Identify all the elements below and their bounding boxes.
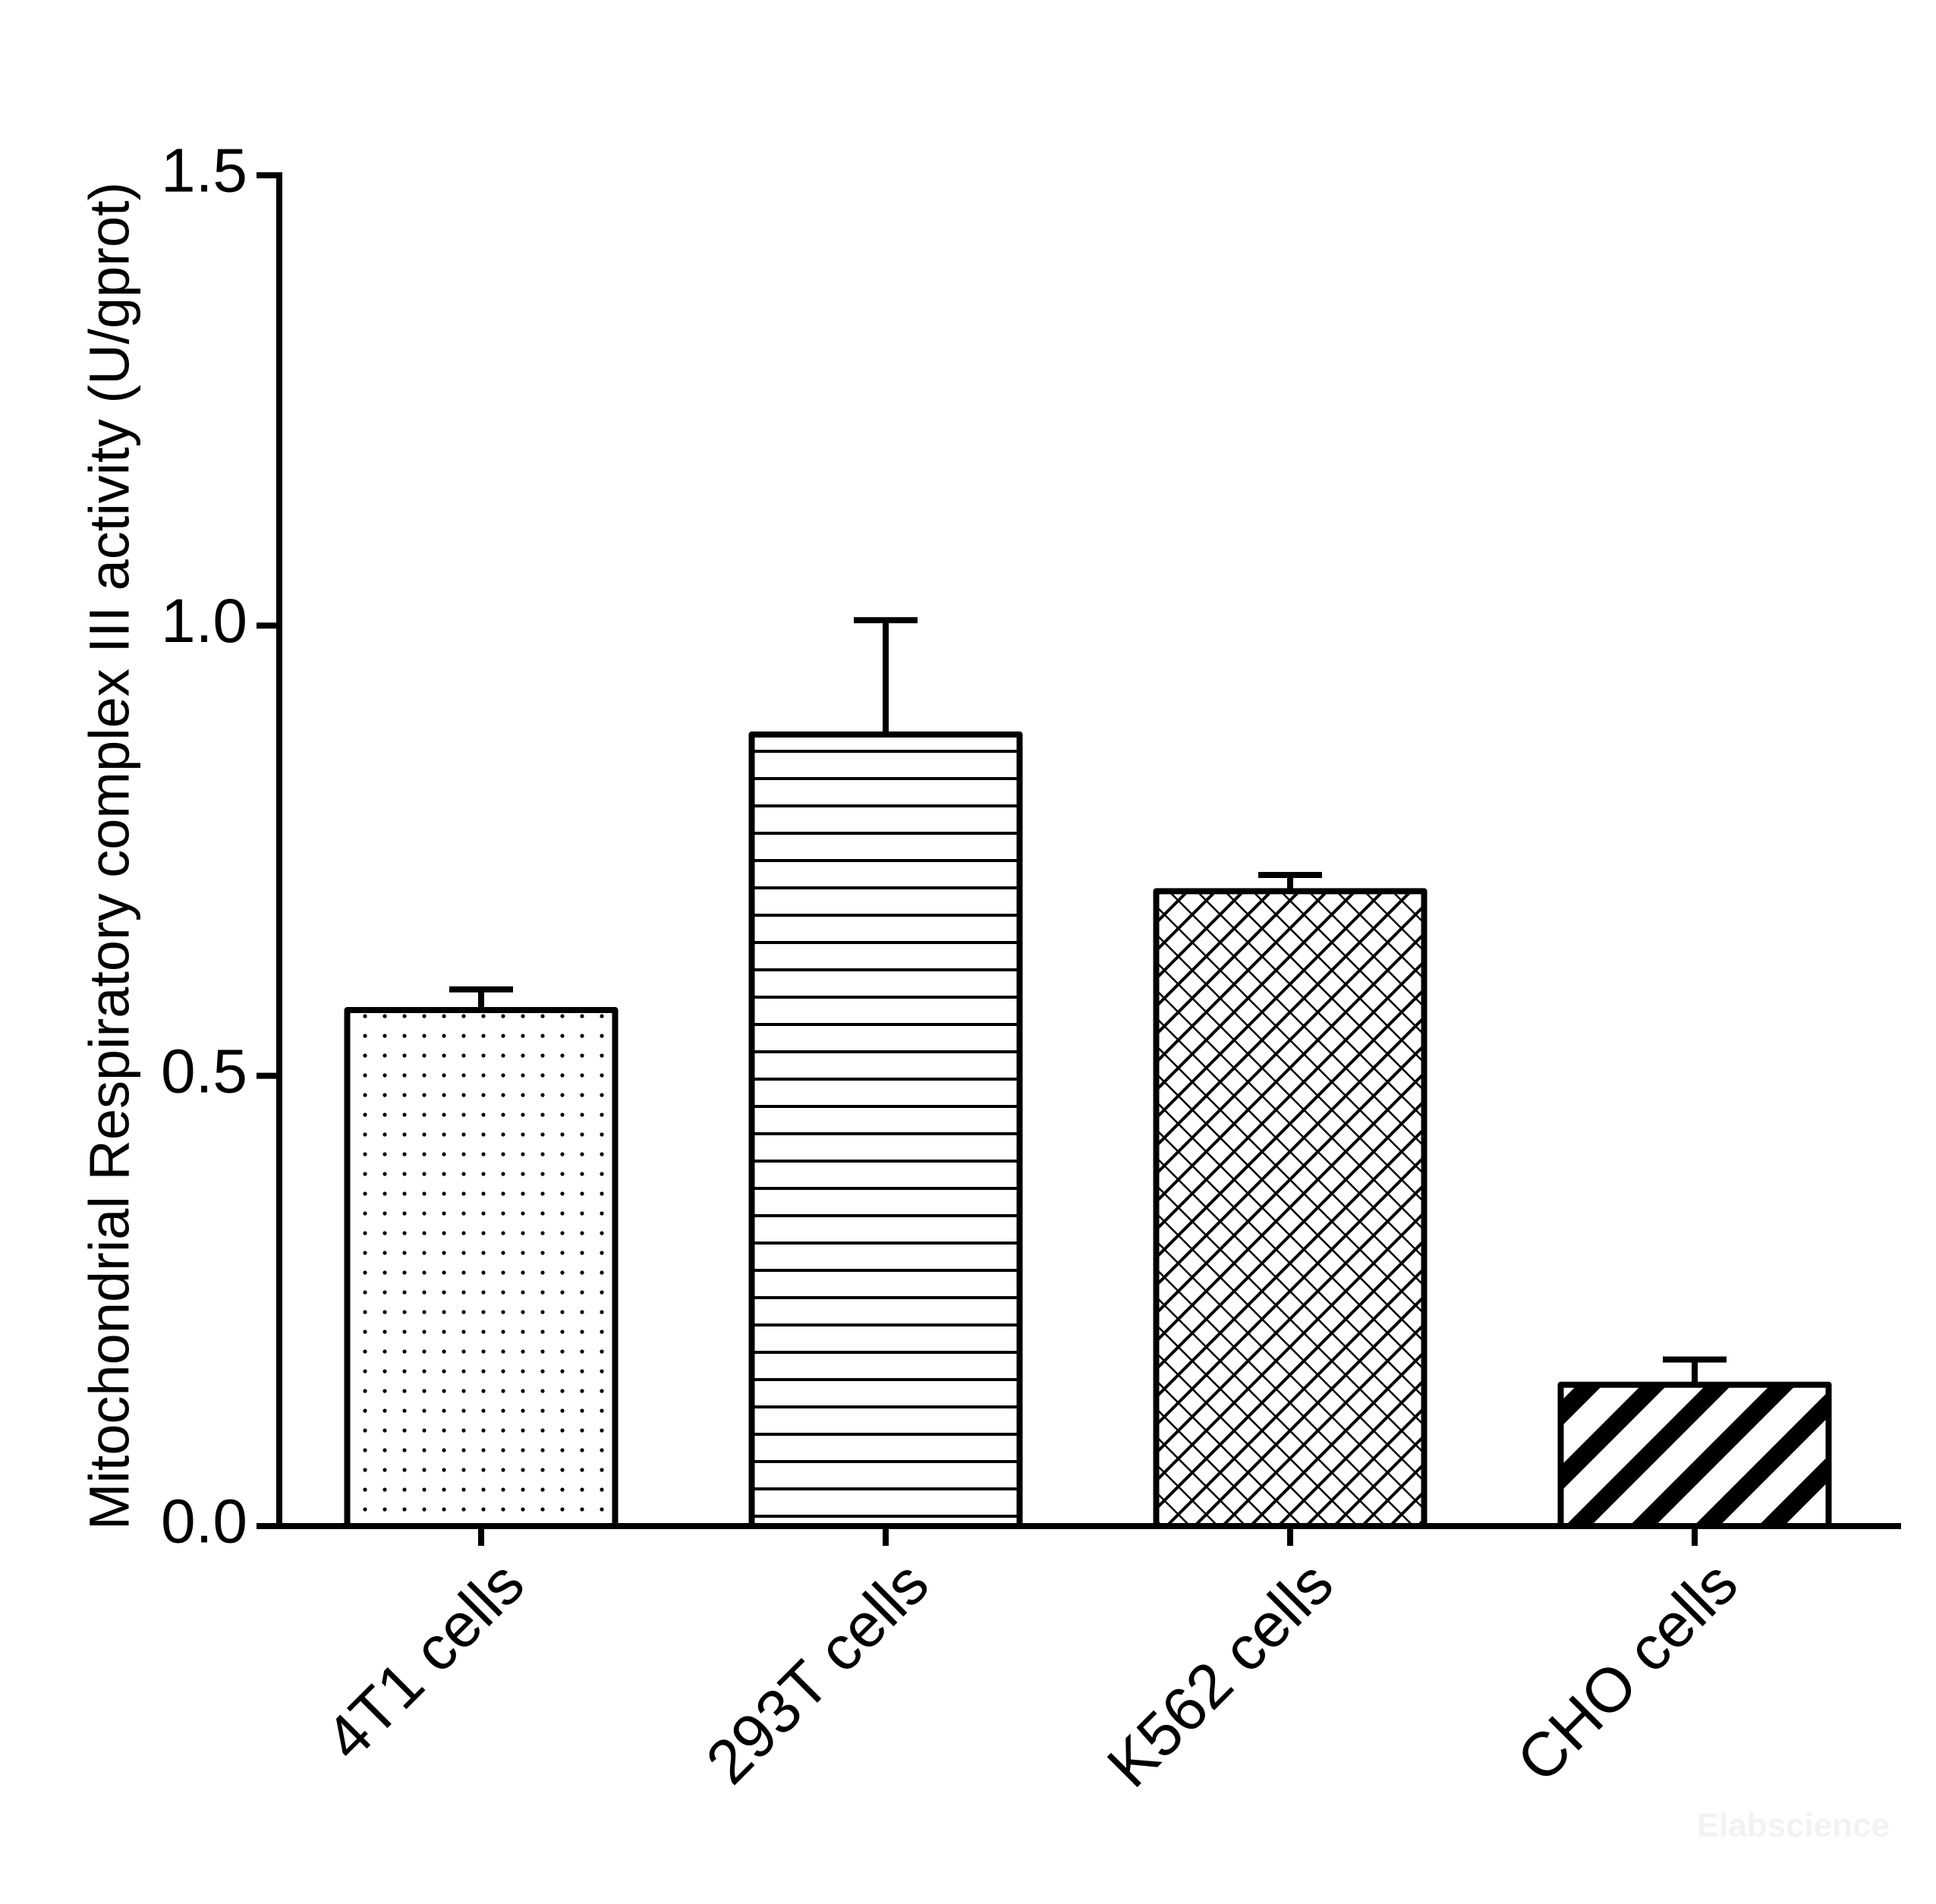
x-tick-label: CHO cells <box>1504 1549 1751 1795</box>
x-tick-label: K562 cells <box>1094 1549 1346 1801</box>
y-tick-label: 1.0 <box>161 587 247 656</box>
watermark: Elabscience <box>1697 1807 1890 1844</box>
bar <box>748 731 1023 1529</box>
y-axis-label: Mitochondrial Respiratory complex III ac… <box>78 182 141 1531</box>
y-tick-label: 1.5 <box>161 137 247 206</box>
y-tick-label: 0.5 <box>161 1037 247 1106</box>
y-tick-label: 0.0 <box>161 1487 247 1556</box>
bar <box>1153 888 1428 1529</box>
x-tick-label: 293T cells <box>693 1549 942 1798</box>
x-tick-label: 4T1 cells <box>313 1549 537 1773</box>
bar <box>1557 1381 1832 1530</box>
bar <box>344 1007 619 1530</box>
